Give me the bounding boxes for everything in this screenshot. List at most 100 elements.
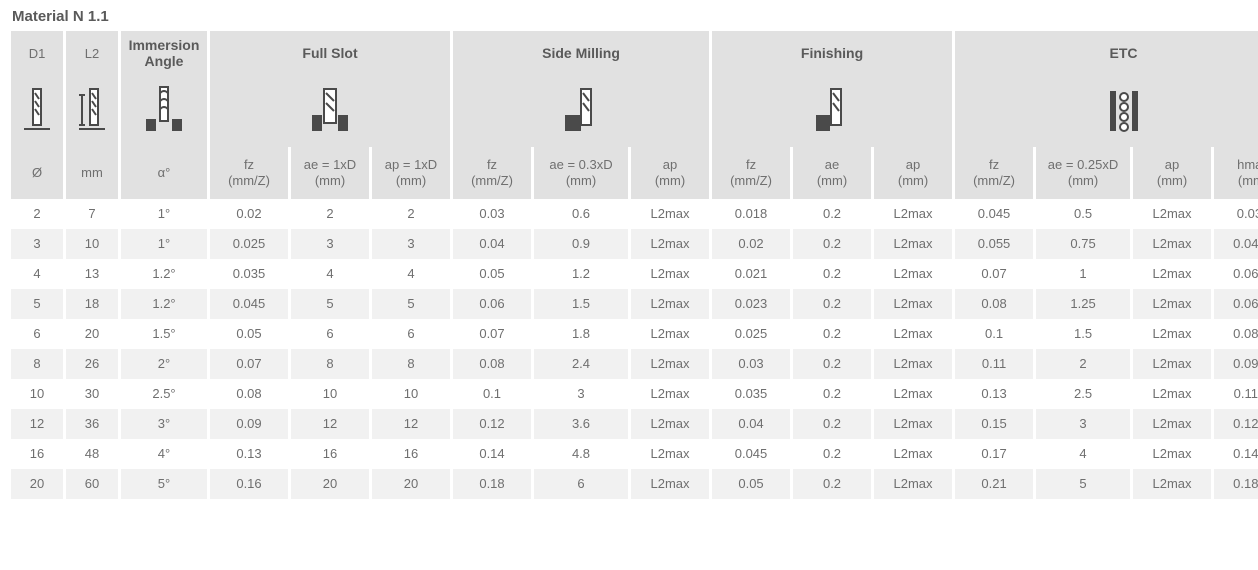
cell-sm_ae: 1.2	[534, 259, 628, 289]
cell-sm_ap: L2max	[631, 409, 709, 439]
cell-et_ap: L2max	[1133, 439, 1211, 469]
col-header-l2: L2	[66, 31, 118, 75]
col-header-immersion: Immersion Angle	[121, 31, 207, 75]
cell-fi_ae: 0.2	[793, 379, 871, 409]
cell-sm_ae: 3.6	[534, 409, 628, 439]
cell-fi_fz: 0.025	[712, 319, 790, 349]
cell-fs_fz: 0.09	[210, 409, 288, 439]
cell-fi_fz: 0.03	[712, 349, 790, 379]
cell-sm_fz: 0.05	[453, 259, 531, 289]
cell-et_ap: L2max	[1133, 229, 1211, 259]
cell-l2: 13	[66, 259, 118, 289]
cell-fs_ap: 20	[372, 469, 450, 499]
cell-d1: 12	[11, 409, 63, 439]
cell-et_hm: 0.0606	[1214, 259, 1258, 289]
table-row: 3101°0.025330.040.9L2max0.020.2L2max0.05…	[11, 229, 1258, 259]
cell-fs_ap: 2	[372, 199, 450, 229]
table-row: 8262°0.07880.082.4L2max0.030.2L2max0.112…	[11, 349, 1258, 379]
immersion-angle-icon	[121, 75, 207, 147]
cell-fs_ap: 4	[372, 259, 450, 289]
cell-et_ae: 2	[1036, 349, 1130, 379]
sub-fi-ap: ap(mm)	[874, 147, 952, 199]
cell-et_ae: 2.5	[1036, 379, 1130, 409]
cell-sm_ap: L2max	[631, 289, 709, 319]
table-row: 12363°0.0912120.123.6L2max0.040.2L2max0.…	[11, 409, 1258, 439]
cell-sm_fz: 0.07	[453, 319, 531, 349]
cell-fi_ae: 0.2	[793, 349, 871, 379]
cell-fi_ae: 0.2	[793, 439, 871, 469]
cell-ang: 1.2°	[121, 289, 207, 319]
cell-fs_ap: 10	[372, 379, 450, 409]
cell-d1: 20	[11, 469, 63, 499]
cell-et_fz: 0.1	[955, 319, 1033, 349]
cell-fi_ap: L2max	[874, 349, 952, 379]
cell-sm_ae: 2.4	[534, 349, 628, 379]
cell-sm_ap: L2max	[631, 319, 709, 349]
cell-et_fz: 0.055	[955, 229, 1033, 259]
cell-et_ae: 1.5	[1036, 319, 1130, 349]
cell-fs_fz: 0.13	[210, 439, 288, 469]
table-row: 6201.5°0.05660.071.8L2max0.0250.2L2max0.…	[11, 319, 1258, 349]
cell-d1: 8	[11, 349, 63, 379]
cell-et_hm: 0.1299	[1214, 409, 1258, 439]
sub-fi-fz: fz(mm/Z)	[712, 147, 790, 199]
cell-et_fz: 0.045	[955, 199, 1033, 229]
cell-fi_fz: 0.02	[712, 229, 790, 259]
d1-icon	[11, 75, 63, 147]
cell-et_fz: 0.21	[955, 469, 1033, 499]
cell-fi_ae: 0.2	[793, 469, 871, 499]
cell-d1: 10	[11, 379, 63, 409]
cell-fs_fz: 0.045	[210, 289, 288, 319]
sub-et-fz: fz(mm/Z)	[955, 147, 1033, 199]
cell-et_fz: 0.11	[955, 349, 1033, 379]
cell-sm_ae: 1.8	[534, 319, 628, 349]
cell-fs_fz: 0.07	[210, 349, 288, 379]
cell-et_hm: 0.0476	[1214, 229, 1258, 259]
cell-sm_fz: 0.12	[453, 409, 531, 439]
cell-sm_ap: L2max	[631, 199, 709, 229]
sub-sm-ap: ap(mm)	[631, 147, 709, 199]
cell-fs_ap: 8	[372, 349, 450, 379]
cell-l2: 36	[66, 409, 118, 439]
sub-ang: α°	[121, 147, 207, 199]
cell-et_ap: L2max	[1133, 319, 1211, 349]
cell-ang: 3°	[121, 409, 207, 439]
cell-sm_fz: 0.06	[453, 289, 531, 319]
cell-fs_ap: 5	[372, 289, 450, 319]
cell-sm_ae: 3	[534, 379, 628, 409]
cell-ang: 1°	[121, 229, 207, 259]
cell-ang: 1°	[121, 199, 207, 229]
cell-sm_ae: 4.8	[534, 439, 628, 469]
cell-fi_fz: 0.021	[712, 259, 790, 289]
cell-et_ap: L2max	[1133, 469, 1211, 499]
table-row: 5181.2°0.045550.061.5L2max0.0230.2L2max0…	[11, 289, 1258, 319]
table-row: 10302.5°0.0810100.13L2max0.0350.2L2max0.…	[11, 379, 1258, 409]
cell-l2: 26	[66, 349, 118, 379]
cell-fi_ae: 0.2	[793, 409, 871, 439]
cell-fi_ae: 0.2	[793, 229, 871, 259]
cell-et_fz: 0.15	[955, 409, 1033, 439]
sub-et-ap: ap(mm)	[1133, 147, 1211, 199]
cell-fs_ae: 8	[291, 349, 369, 379]
cell-fi_fz: 0.05	[712, 469, 790, 499]
cell-fs_ap: 6	[372, 319, 450, 349]
cell-sm_ap: L2max	[631, 379, 709, 409]
cell-fi_ap: L2max	[874, 259, 952, 289]
sub-fi-ae: ae(mm)	[793, 147, 871, 199]
sub-fs-ae: ae = 1xD(mm)	[291, 147, 369, 199]
cell-fs_ap: 3	[372, 229, 450, 259]
cell-d1: 16	[11, 439, 63, 469]
cell-l2: 7	[66, 199, 118, 229]
cell-fs_ae: 10	[291, 379, 369, 409]
cell-fs_fz: 0.08	[210, 379, 288, 409]
cell-d1: 2	[11, 199, 63, 229]
cell-fs_fz: 0.16	[210, 469, 288, 499]
cell-et_ae: 5	[1036, 469, 1130, 499]
cell-fi_ae: 0.2	[793, 289, 871, 319]
cell-sm_ap: L2max	[631, 349, 709, 379]
cell-et_ap: L2max	[1133, 289, 1211, 319]
table-row: 4131.2°0.035440.051.2L2max0.0210.2L2max0…	[11, 259, 1258, 289]
sidemill-icon	[453, 75, 709, 147]
cell-et_fz: 0.13	[955, 379, 1033, 409]
cell-fi_ap: L2max	[874, 379, 952, 409]
